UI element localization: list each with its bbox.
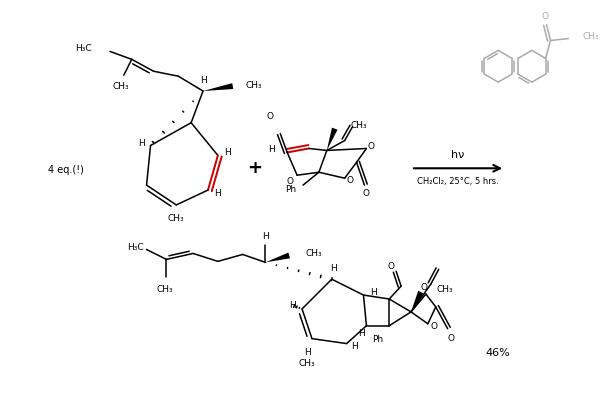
Text: H: H bbox=[262, 232, 269, 241]
Polygon shape bbox=[411, 291, 424, 312]
Text: H: H bbox=[138, 139, 145, 148]
Text: CH₃: CH₃ bbox=[350, 121, 367, 130]
Polygon shape bbox=[327, 128, 338, 151]
Text: H: H bbox=[351, 342, 358, 351]
Text: 4 eq.(!): 4 eq.(!) bbox=[47, 165, 83, 175]
Text: Ph: Ph bbox=[372, 335, 383, 344]
Text: H: H bbox=[304, 348, 310, 357]
Text: +: + bbox=[247, 159, 262, 177]
Text: O: O bbox=[421, 282, 427, 292]
Text: 46%: 46% bbox=[485, 348, 510, 359]
Text: CH₃: CH₃ bbox=[582, 32, 599, 41]
Text: H: H bbox=[269, 145, 275, 154]
Text: O: O bbox=[363, 189, 370, 197]
Text: H: H bbox=[200, 76, 206, 85]
Text: CH₃: CH₃ bbox=[245, 81, 262, 89]
Text: CH₃: CH₃ bbox=[113, 82, 129, 91]
Text: Ph: Ph bbox=[285, 184, 296, 193]
Text: O: O bbox=[388, 262, 395, 271]
Text: CH₃: CH₃ bbox=[299, 359, 316, 368]
Text: O: O bbox=[267, 112, 274, 121]
Polygon shape bbox=[265, 253, 290, 262]
Text: O: O bbox=[368, 142, 375, 151]
Text: H₃C: H₃C bbox=[76, 44, 92, 53]
Text: O: O bbox=[541, 12, 548, 21]
Text: CH₃: CH₃ bbox=[168, 214, 185, 223]
Text: H: H bbox=[224, 148, 231, 157]
Text: H: H bbox=[215, 189, 221, 197]
Text: CH₂Cl₂, 25°C, 5 hrs.: CH₂Cl₂, 25°C, 5 hrs. bbox=[417, 177, 499, 186]
Text: CH₃: CH₃ bbox=[437, 284, 454, 294]
Text: O: O bbox=[346, 176, 353, 185]
Text: H: H bbox=[289, 301, 296, 310]
Text: O: O bbox=[430, 322, 437, 331]
Polygon shape bbox=[203, 83, 233, 91]
Text: H: H bbox=[358, 329, 365, 338]
Text: O: O bbox=[286, 177, 293, 186]
Text: H: H bbox=[331, 264, 337, 273]
Text: hν: hν bbox=[451, 151, 465, 160]
Text: H: H bbox=[370, 288, 377, 297]
Text: CH₃: CH₃ bbox=[156, 284, 173, 294]
Text: O: O bbox=[447, 334, 454, 343]
Text: H₃C: H₃C bbox=[127, 243, 143, 252]
Text: CH₃: CH₃ bbox=[305, 249, 322, 258]
